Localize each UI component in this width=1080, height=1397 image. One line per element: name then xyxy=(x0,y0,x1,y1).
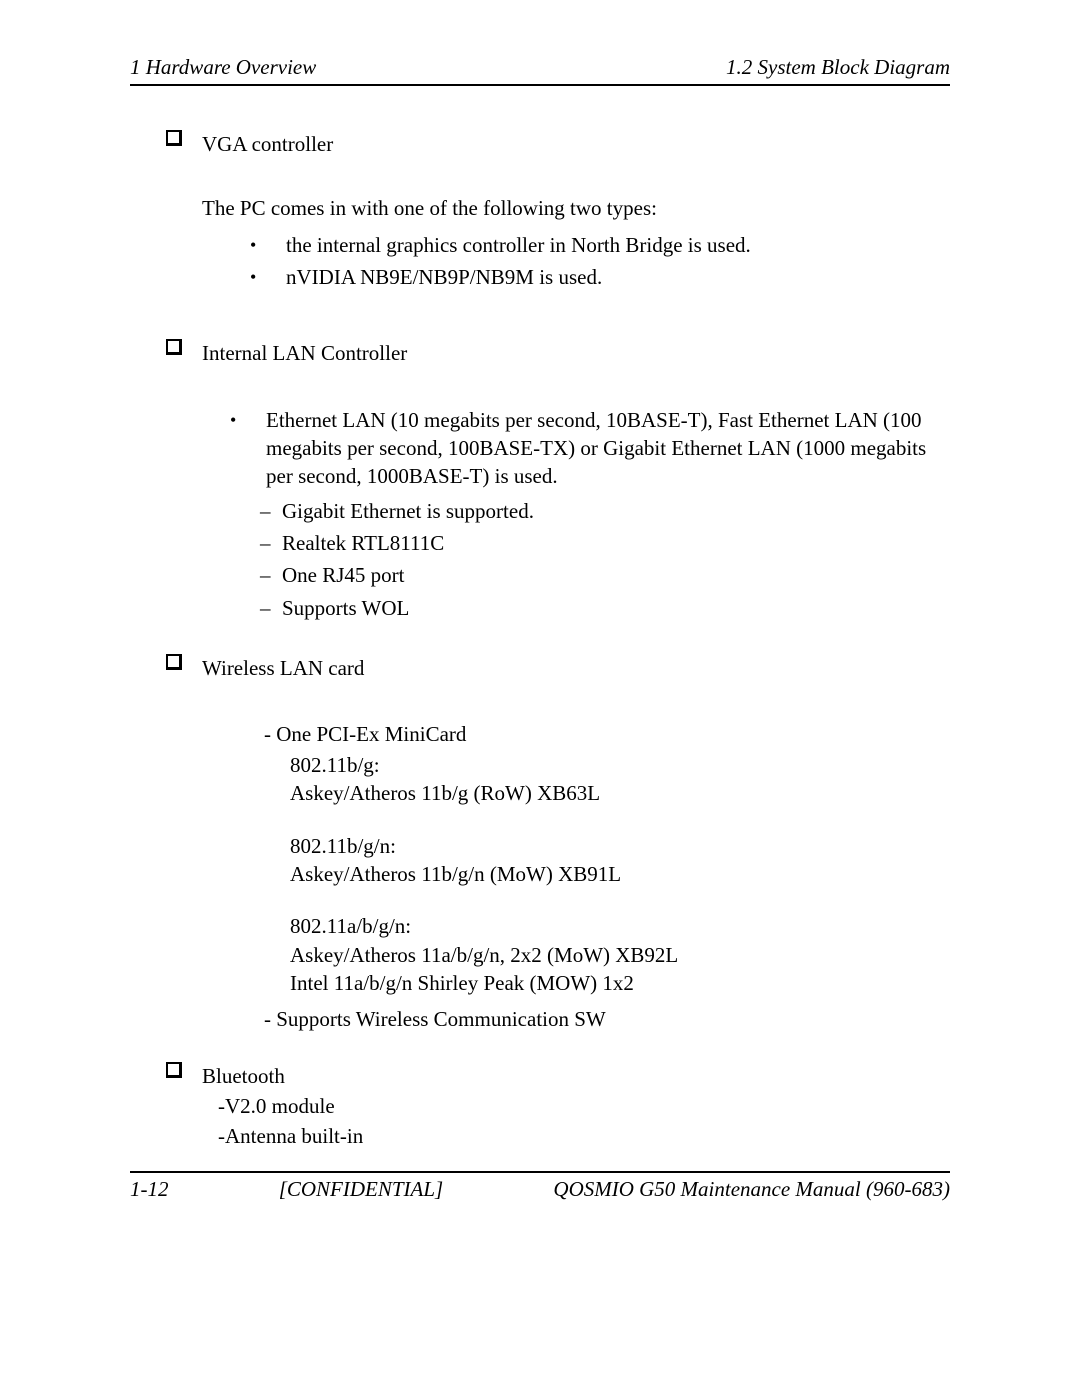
spec-line: 802.11a/b/g/n: xyxy=(290,912,950,940)
list-item: –Supports WOL xyxy=(260,594,950,622)
list-item-text: One RJ45 port xyxy=(282,561,405,589)
footer-page-number: 1-12 xyxy=(130,1177,169,1202)
spec-line: Askey/Atheros 11a/b/g/n, 2x2 (MoW) XB92L xyxy=(290,941,950,969)
spec-line: Askey/Atheros 11b/g (RoW) XB63L xyxy=(290,779,950,807)
section-title: Bluetooth xyxy=(202,1062,950,1090)
header-right: 1.2 System Block Diagram xyxy=(726,55,950,80)
page-header: 1 Hardware Overview 1.2 System Block Dia… xyxy=(130,55,950,86)
bt-line: -V2.0 module xyxy=(218,1092,950,1120)
footer-manual-title: QOSMIO G50 Maintenance Manual (960-683) xyxy=(553,1177,950,1202)
spec-line: 802.11b/g: xyxy=(290,751,950,779)
spec-line: Intel 11a/b/g/n Shirley Peak (MOW) 1x2 xyxy=(290,969,950,997)
list-item-text: Gigabit Ethernet is supported. xyxy=(282,497,534,525)
list-item: –Gigabit Ethernet is supported. xyxy=(260,497,950,525)
list-item: –Realtek RTL8111C xyxy=(260,529,950,557)
wlan-spec: 802.11b/g/n: Askey/Atheros 11b/g/n (MoW)… xyxy=(264,832,950,889)
checkbox-bullet-icon xyxy=(130,1062,202,1090)
list-item: • Ethernet LAN (10 megabits per second, … xyxy=(230,406,950,491)
header-left: 1 Hardware Overview xyxy=(130,55,316,80)
page-content: VGA controller The PC comes in with one … xyxy=(130,86,950,1151)
lan-bullet-list: • Ethernet LAN (10 megabits per second, … xyxy=(130,406,950,622)
section-vga: VGA controller xyxy=(130,130,950,158)
wlan-details: - One PCI-Ex MiniCard 802.11b/g: Askey/A… xyxy=(130,720,950,1033)
page-footer: 1-12 [CONFIDENTIAL] QOSMIO G50 Maintenan… xyxy=(130,1171,950,1202)
spec-line: Askey/Atheros 11b/g/n (MoW) XB91L xyxy=(290,860,950,888)
section-title: Wireless LAN card xyxy=(202,654,950,682)
vga-intro: The PC comes in with one of the followin… xyxy=(130,194,950,222)
wlan-spec: 802.11b/g: Askey/Atheros 11b/g (RoW) XB6… xyxy=(264,751,950,808)
section-title: Internal LAN Controller xyxy=(202,339,950,367)
dot-bullet-icon: • xyxy=(230,406,266,491)
vga-bullet-list: • the internal graphics controller in No… xyxy=(130,231,950,292)
list-item: • the internal graphics controller in No… xyxy=(250,231,950,259)
dash-bullet-icon: – xyxy=(260,561,282,589)
list-item: –One RJ45 port xyxy=(260,561,950,589)
dot-bullet-icon: • xyxy=(250,263,286,291)
section-wlan: Wireless LAN card xyxy=(130,654,950,682)
bluetooth-details: -V2.0 module -Antenna built-in xyxy=(130,1092,950,1151)
list-item: • nVIDIA NB9E/NB9P/NB9M is used. xyxy=(250,263,950,291)
section-bluetooth: Bluetooth xyxy=(130,1062,950,1090)
checkbox-bullet-icon xyxy=(130,339,202,367)
list-item-text: the internal graphics controller in Nort… xyxy=(286,231,950,259)
footer-confidential: [CONFIDENTIAL] xyxy=(279,1177,444,1202)
dash-bullet-icon: – xyxy=(260,497,282,525)
dot-bullet-icon: • xyxy=(250,231,286,259)
lan-dash-list: –Gigabit Ethernet is supported. –Realtek… xyxy=(230,497,950,622)
bt-line: -Antenna built-in xyxy=(218,1122,950,1150)
wlan-item: - One PCI-Ex MiniCard xyxy=(264,720,950,748)
checkbox-bullet-icon xyxy=(130,654,202,682)
list-item-text: Ethernet LAN (10 megabits per second, 10… xyxy=(266,406,950,491)
section-title: VGA controller xyxy=(202,130,950,158)
spec-line: 802.11b/g/n: xyxy=(290,832,950,860)
dash-bullet-icon: – xyxy=(260,529,282,557)
list-item-text: nVIDIA NB9E/NB9P/NB9M is used. xyxy=(286,263,950,291)
list-item-text: Supports WOL xyxy=(282,594,409,622)
wlan-spec: 802.11a/b/g/n: Askey/Atheros 11a/b/g/n, … xyxy=(264,912,950,997)
wlan-item: - Supports Wireless Communication SW xyxy=(264,1005,950,1033)
list-item-text: Realtek RTL8111C xyxy=(282,529,444,557)
checkbox-bullet-icon xyxy=(130,130,202,158)
page: 1 Hardware Overview 1.2 System Block Dia… xyxy=(0,0,1080,1397)
dash-bullet-icon: – xyxy=(260,594,282,622)
section-lan: Internal LAN Controller xyxy=(130,339,950,367)
